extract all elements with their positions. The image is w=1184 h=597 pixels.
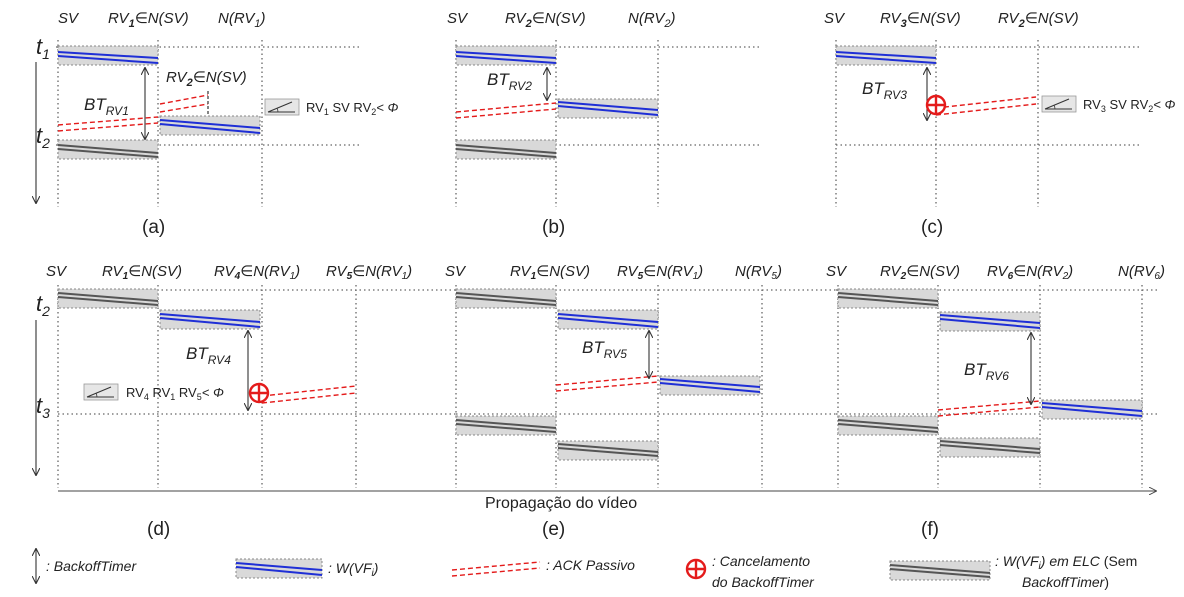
col-header-sv: SV [824,10,846,27]
legend: : BackoffTimer : W(VFi) : ACK Passivo : … [36,549,1137,590]
axis-label: Propagação do vídeo [485,495,637,512]
legend-backoff-label: : BackoffTimer [46,558,137,574]
col-header-rv3: RV3∈N(SV) [880,10,961,30]
col-header-rv1: RV1∈N(SV) [102,263,182,282]
panel-d: t2 t3 SV RV1∈N(SV) RV4∈N(RV1) RV5∈N(RV1)… [36,263,456,540]
elc-window-block [57,288,159,309]
panel-caption: (d) [147,519,170,540]
elc-window-block [939,437,1041,458]
elc-legend-icon [889,560,991,581]
angle-comparison-label: RV3 SV RV2< Φ [1083,97,1175,114]
panel-caption: (e) [542,519,565,540]
passive-ack-line [261,385,357,404]
time-label-t2: t2 [36,123,50,151]
col-header-rv6: RV6∈N(RV2) [987,263,1073,282]
angle-icon [83,383,119,401]
col-header-rv2: RV2∈N(SV) [998,10,1079,30]
angle-comparison-label: RV1 SV RV2< Φ [306,100,398,117]
passive-ack-line [935,96,1037,116]
window-block [455,45,557,66]
passive-ack-line [937,400,1041,417]
passive-ack-line [455,102,557,119]
window-block [939,311,1041,332]
elc-window-block [837,288,939,309]
cancel-icon [248,382,270,404]
angle-icon [1041,95,1077,113]
window-block [557,98,659,119]
window-block [159,115,261,136]
inner-label: RV2∈N(SV) [166,69,247,89]
elc-window-block [557,440,659,461]
panel-c: SV RV3∈N(SV) RV2∈N(SV) BTRV3 RV3 SV RV2<… [824,10,1175,238]
bt-label: BTRV3 [862,79,907,102]
col-header-rv2: RV2∈N(SV) [880,263,960,282]
legend-elc-label-1: : W(VFi) em ELC (Sem [995,553,1137,572]
elc-window-block [455,288,557,309]
bt-label: BTRV5 [582,338,627,361]
window-legend-icon [235,558,323,579]
time-label-t3: t3 [36,393,50,421]
col-header-n-rv2: N(RV2) [628,10,676,30]
col-header-rv2: RV2∈N(SV) [505,10,586,30]
passive-ack-line [555,375,659,392]
angle-icon [264,98,300,116]
elc-window-block [455,139,557,160]
legend-cancel-label-1: : Cancelamento [712,553,810,569]
panel-caption: (c) [921,217,943,238]
bt-label: BTRV2 [487,70,532,93]
col-header-rv5: RV5∈N(RV1) [617,263,703,282]
bt-label: BTRV4 [186,344,231,367]
window-block [57,45,159,66]
panel-caption: (a) [142,217,165,238]
ack-legend-icon [451,561,541,577]
col-header-sv: SV [46,263,68,280]
panel-caption: (b) [542,217,565,238]
time-label-t1: t1 [36,34,50,62]
col-header-sv: SV [58,10,80,27]
col-header-rv1: RV1∈N(SV) [108,10,189,30]
col-header-sv: SV [445,263,467,280]
col-header-rv5: RV5∈N(RV1) [326,263,412,282]
panel-f: SV RV2∈N(SV) RV6∈N(RV2) N(RV6) BTRV6 (f) [826,263,1165,540]
legend-window-label: : W(VFi) [328,560,378,579]
bt-label: BTRV1 [84,95,129,118]
col-header-sv: SV [826,263,848,280]
legend-cancel-label-2: do BackoffTimer [712,574,815,590]
elc-window-block [57,139,159,160]
col-header-rv1: RV1∈N(SV) [510,263,590,282]
window-block [1041,399,1143,420]
panel-b: SV RV2∈N(SV) N(RV2) BTRV2 (b) [447,10,760,238]
panel-a: t1 t2 SV RV1∈N(SV) N(RV1) BTRV1 RV2∈N(SV… [36,10,398,238]
angle-comparison-label: RV4 RV1 RV5< Φ [126,385,224,402]
window-block [159,309,261,330]
window-block [835,45,937,66]
elc-window-block [455,415,557,436]
cancel-legend-icon [685,558,707,580]
panel-caption: (f) [921,519,939,540]
col-header-n-rv1: N(RV1) [218,10,266,30]
time-label-t2: t2 [36,291,50,319]
bt-label: BTRV6 [964,360,1009,383]
elc-window-block [837,415,939,436]
col-header-rv4: RV4∈N(RV1) [214,263,300,282]
window-block [659,375,761,396]
window-block [557,309,659,330]
legend-ack-label: : ACK Passivo [546,557,635,573]
legend-elc-label-2: BackoffTimer) [1022,574,1109,590]
panel-e: SV RV1∈N(SV) RV5∈N(RV1) N(RV5) BTRV5 (e) [445,263,836,540]
cancel-icon [925,94,947,116]
col-header-n-rv6: N(RV6) [1118,263,1165,282]
col-header-n-rv5: N(RV5) [735,263,782,282]
col-header-sv: SV [447,10,469,27]
